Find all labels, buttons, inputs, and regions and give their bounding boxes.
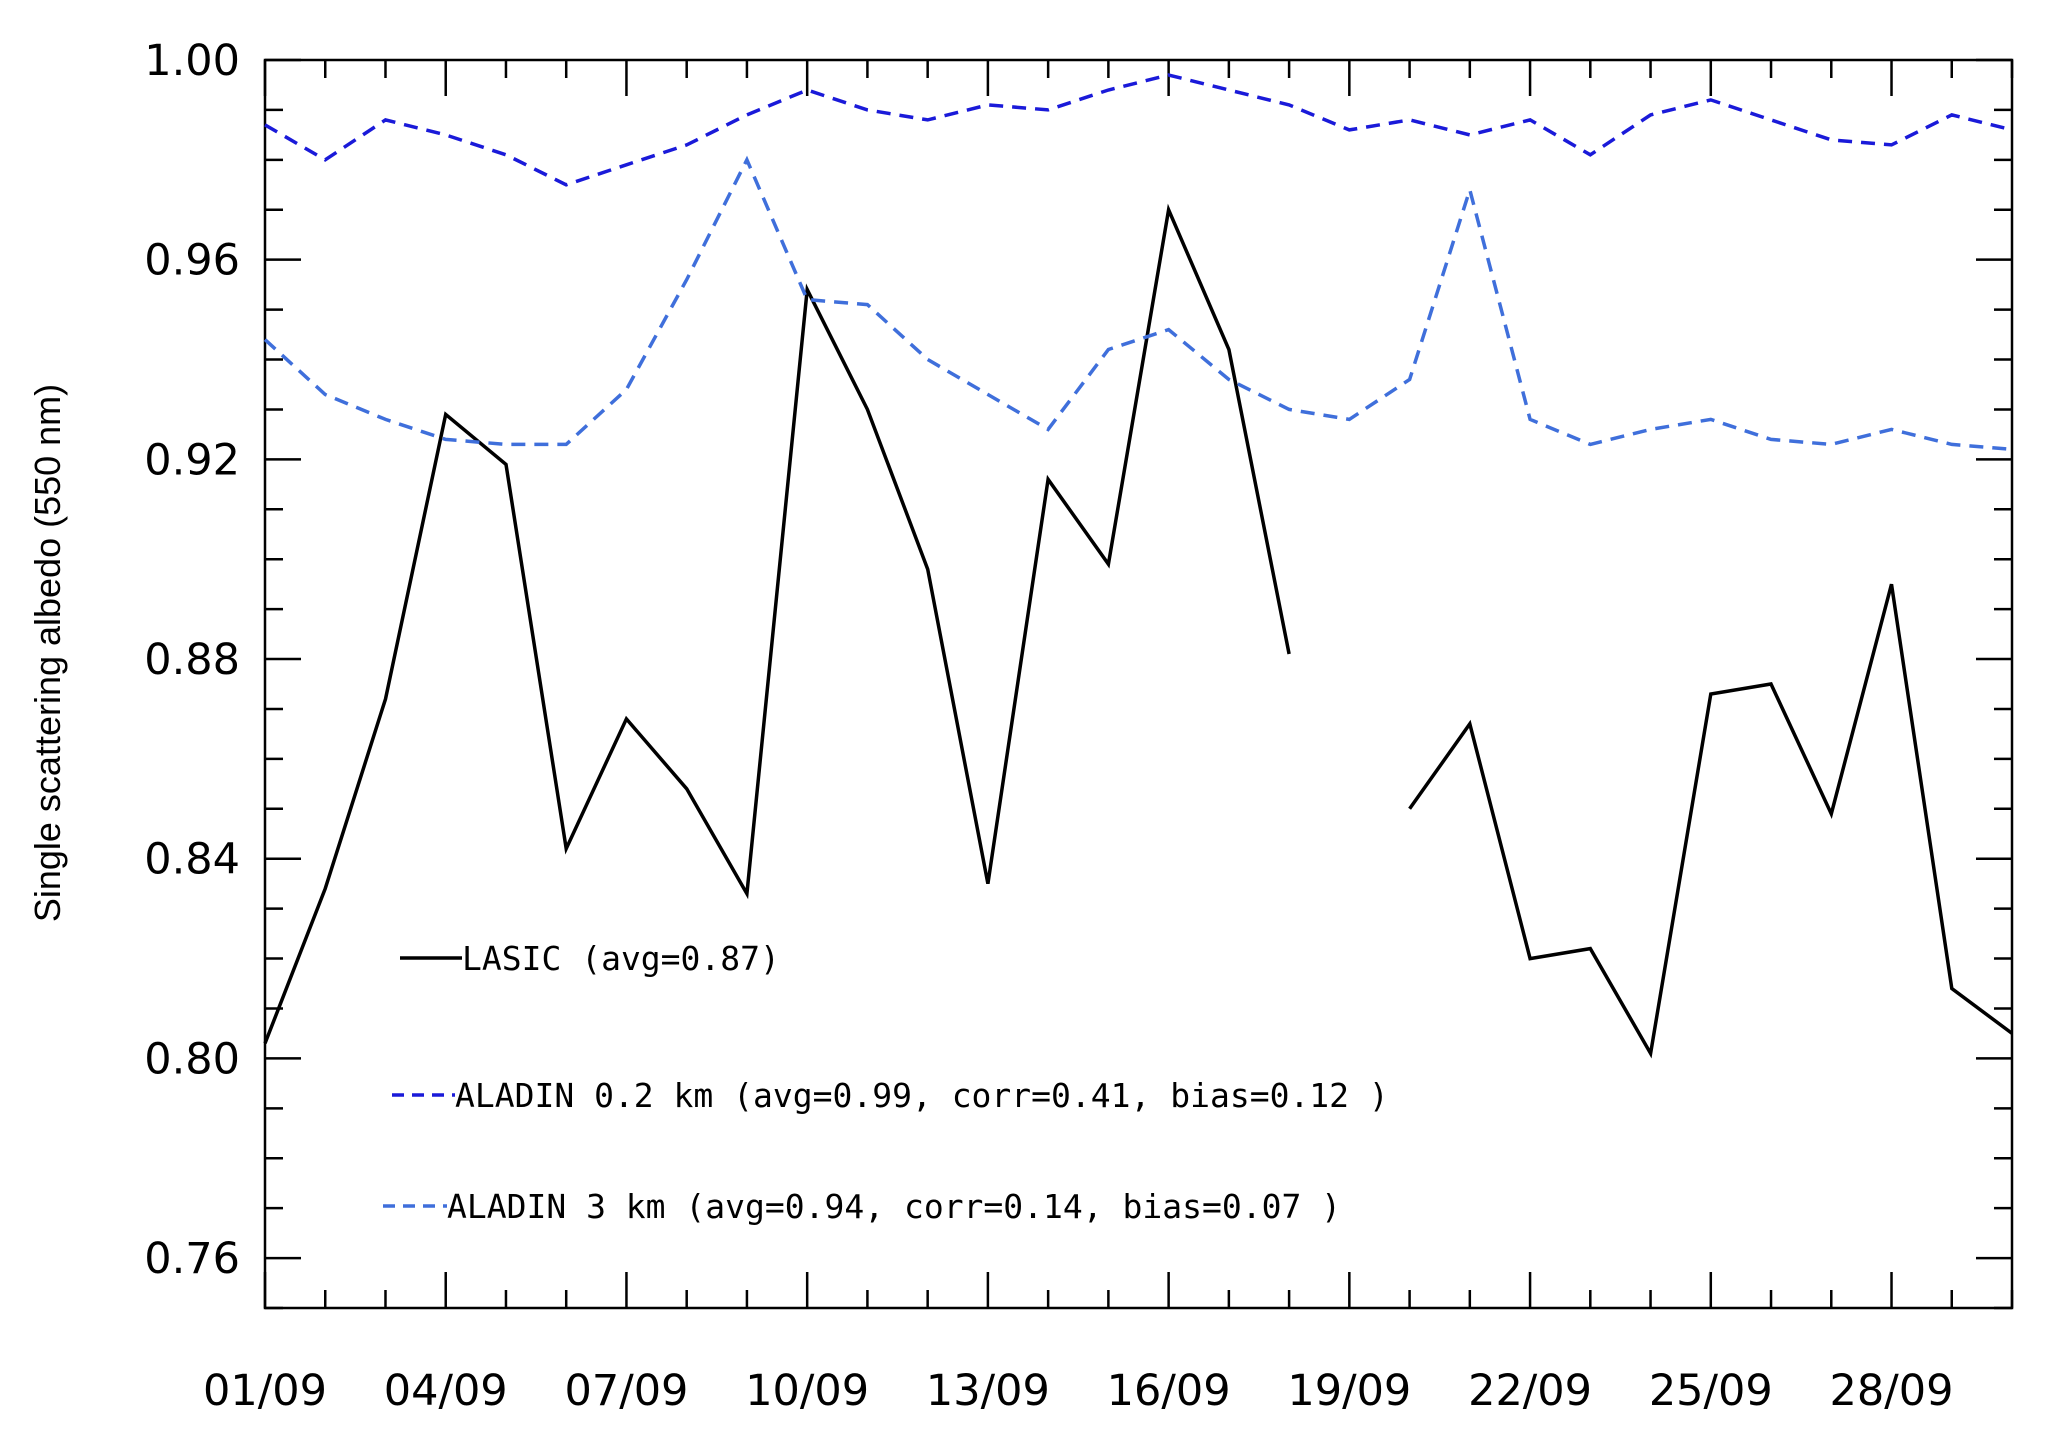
x-tick-label: 25/09 xyxy=(1649,1366,1773,1416)
x-tick-label: 04/09 xyxy=(384,1366,508,1416)
series-line-aladin-3-km xyxy=(263,155,2013,452)
y-tick-label: 0.80 xyxy=(144,1034,240,1084)
x-tick-label: 01/09 xyxy=(203,1366,327,1416)
series-line-lasic xyxy=(263,203,1291,1045)
x-tick-label: 19/09 xyxy=(1287,1366,1411,1416)
legend-entry: ALADIN 3 km (avg=0.94, corr=0.14, bias=0… xyxy=(447,1187,1341,1226)
series-lines xyxy=(263,73,2014,1059)
x-tick-label: 10/09 xyxy=(745,1366,869,1416)
y-tick-label: 0.88 xyxy=(144,635,240,685)
x-tick-label: 13/09 xyxy=(926,1366,1050,1416)
y-tick-label: 0.92 xyxy=(144,435,240,485)
plot-frame xyxy=(263,58,2014,1310)
x-tick-label: 22/09 xyxy=(1468,1366,1592,1416)
y-tick-label: 0.96 xyxy=(144,236,240,286)
legend-entry: ALADIN 0.2 km (avg=0.99, corr=0.41, bias… xyxy=(455,1076,1389,1115)
series-line-aladin-0-2-km xyxy=(264,73,2013,187)
series-line-lasic xyxy=(1408,583,2014,1059)
y-tick-label: 0.76 xyxy=(144,1234,240,1284)
y-axis-label: Single scattering albedo (550 nm) xyxy=(27,384,68,922)
x-tick-label: 28/09 xyxy=(1830,1366,1954,1416)
y-tick-label: 0.84 xyxy=(144,835,240,885)
x-tick-label: 16/09 xyxy=(1107,1366,1231,1416)
legend: LASIC (avg=0.87) ALADIN 0.2 km (avg=0.99,… xyxy=(383,939,1389,1226)
legend-entry: LASIC (avg=0.87) xyxy=(462,939,780,978)
y-tick-label: 1.00 xyxy=(144,36,240,86)
axes: 01/09 04/09 07/09 10/09 13/09 16/09 19/09 22/09… xyxy=(144,36,2014,1416)
x-tick-label: 07/09 xyxy=(564,1366,688,1416)
